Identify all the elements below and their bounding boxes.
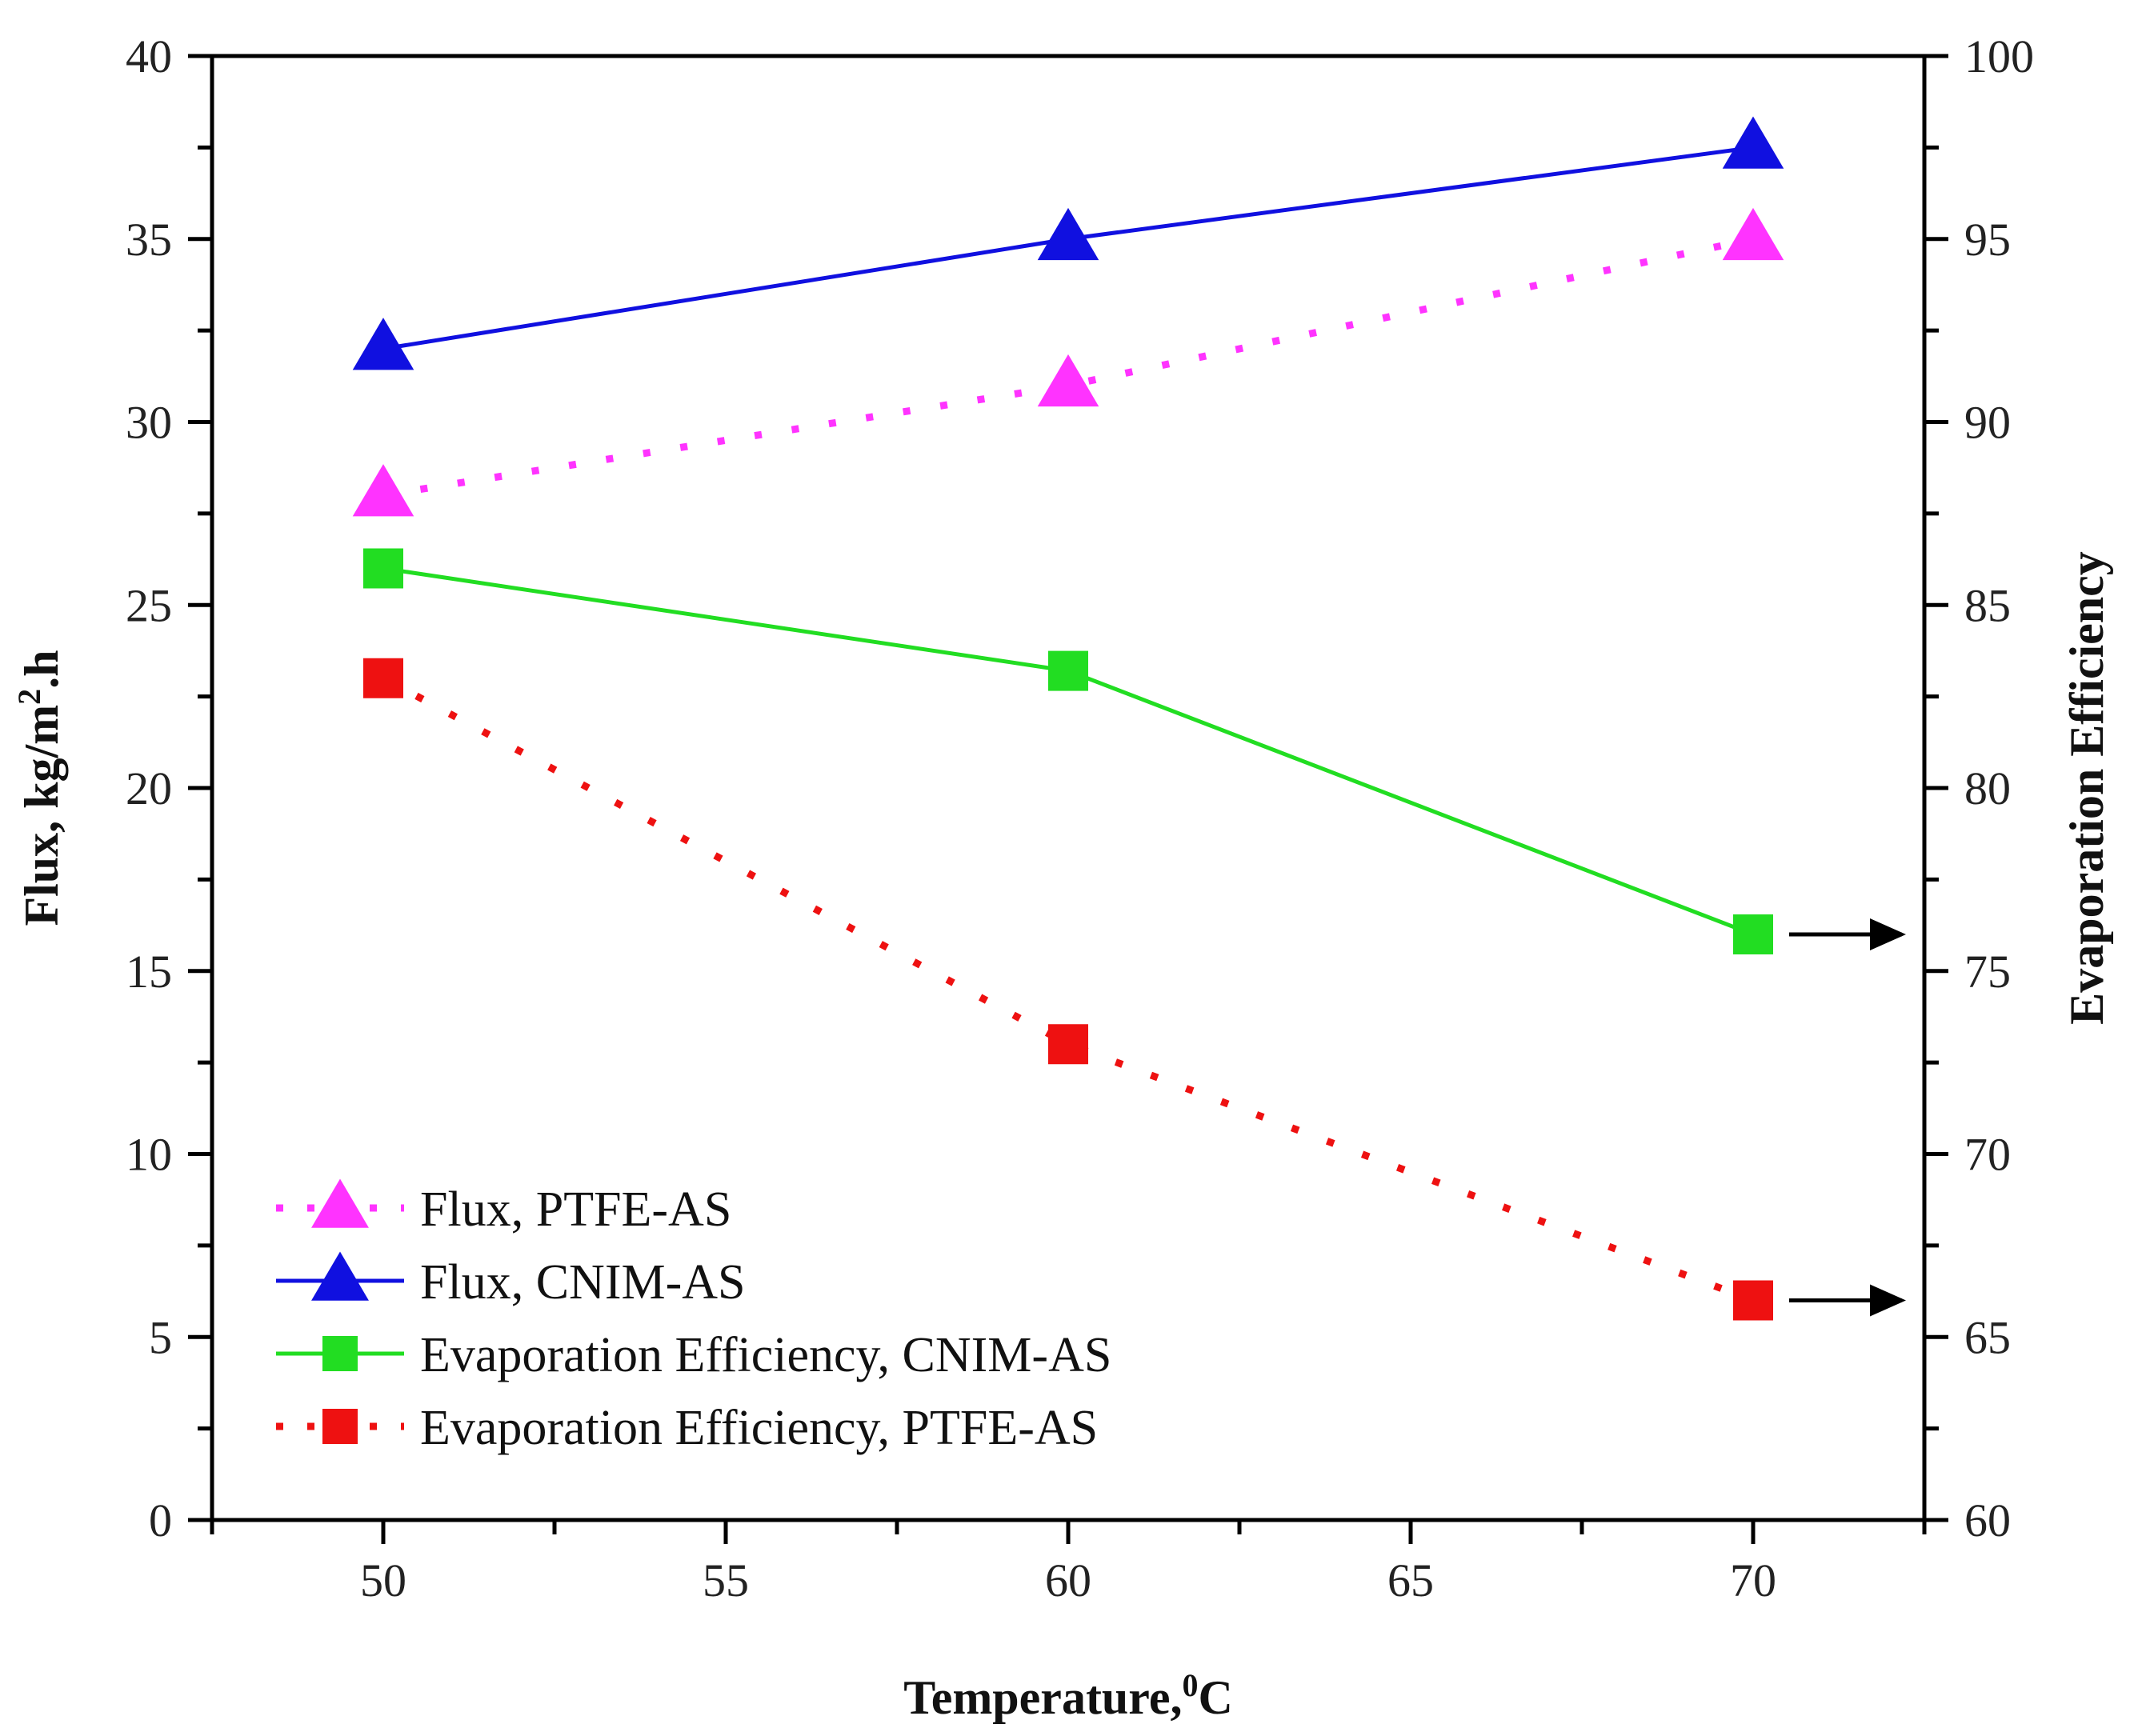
data-point-evaporation-efficiency-ptfe-as-60	[1048, 1024, 1088, 1065]
y-left-axis-title-unit: .h	[15, 650, 68, 688]
y-left-tick-label: 25	[126, 579, 172, 631]
data-point-flux-cnim-as-70	[1722, 116, 1784, 169]
legend-label: Evaporation Efficiency, PTFE-AS	[420, 1401, 1098, 1455]
series-line-flux-ptfe-as	[382, 235, 1754, 499]
series-line-evaporation-efficiency-cnim-as	[382, 566, 1754, 937]
legend-item-evaporation-efficiency-ptfe-as: Evaporation Efficiency, PTFE-AS	[276, 1401, 1098, 1455]
y-left-tick-label: 10	[126, 1129, 172, 1181]
y-left-tick-label: 5	[149, 1311, 172, 1363]
y-left-tick-label: 40	[126, 30, 172, 82]
y-right-tick-label: 90	[1964, 397, 2011, 449]
y-right-tick-label: 80	[1964, 762, 2011, 814]
y-right-axis-title: Evaporation Efficiency	[2060, 551, 2113, 1025]
x-tick-label: 55	[703, 1554, 749, 1606]
data-point-flux-ptfe-as-50	[352, 464, 414, 517]
legend: Flux, PTFE-AS Flux, CNIM-AS Evaporation Ef…	[276, 1178, 1111, 1455]
legend-marker	[322, 1336, 358, 1371]
legend-marker	[322, 1409, 358, 1444]
y-right-ticks: 60 65 70 75 80 85 90 95 100	[1924, 30, 2034, 1546]
x-axis-title-text: Temperature,	[903, 1671, 1182, 1724]
y-left-axis-title: Flux, kg/m2.h	[11, 650, 68, 926]
y-left-tick-label: 0	[149, 1494, 172, 1546]
y-right-tick-label: 65	[1964, 1311, 2011, 1363]
data-point-evaporation-efficiency-ptfe-as-70	[1733, 1280, 1773, 1321]
y-left-axis-title-text: Flux, kg/m	[15, 705, 68, 926]
x-axis-title-unit: C	[1198, 1671, 1232, 1724]
x-axis-title: Temperature,0C	[903, 1667, 1233, 1724]
y-right-tick-label: 95	[1964, 214, 2011, 266]
data-point-evaporation-efficiency-cnim-as-50	[363, 548, 403, 589]
y-right-tick-label: 100	[1964, 30, 2034, 82]
series-markers	[352, 116, 1784, 1321]
x-tick-label: 50	[360, 1554, 406, 1606]
y-left-tick-label: 15	[126, 946, 172, 998]
data-point-evaporation-efficiency-cnim-as-60	[1048, 650, 1088, 691]
y-right-tick-label: 70	[1964, 1129, 2011, 1181]
legend-marker	[311, 1251, 369, 1301]
y-left-tick-label: 20	[126, 762, 172, 814]
y-left-tick-label: 35	[126, 214, 172, 266]
data-point-evaporation-efficiency-ptfe-as-50	[363, 658, 403, 698]
x-tick-label: 70	[1730, 1554, 1776, 1606]
data-point-flux-cnim-as-50	[352, 318, 414, 370]
y-left-ticks: 0 5 10 15 20 25 30 35 40	[126, 30, 212, 1546]
legend-label: Flux, CNIM-AS	[420, 1255, 746, 1310]
legend-item-flux-ptfe-as: Flux, PTFE-AS	[276, 1178, 731, 1237]
x-tick-label: 60	[1045, 1554, 1091, 1606]
data-point-flux-cnim-as-60	[1037, 207, 1099, 261]
y-left-tick-label: 30	[126, 397, 172, 449]
legend-marker	[311, 1178, 369, 1228]
legend-item-evaporation-efficiency-cnim-as: Evaporation Efficiency, CNIM-AS	[276, 1328, 1111, 1382]
x-tick-label: 65	[1387, 1554, 1434, 1606]
y-right-tick-label: 85	[1964, 579, 2011, 631]
y-left-axis-title-sup: 2	[11, 689, 47, 705]
x-ticks: 50 55 60 65 70	[210, 1520, 1927, 1606]
series-lines	[381, 145, 1755, 1304]
x-axis-title-sup: 0	[1182, 1667, 1198, 1703]
y-right-tick-label: 60	[1964, 1494, 2011, 1546]
y-right-tick-label: 75	[1964, 946, 2011, 998]
annotations	[1789, 918, 1906, 1317]
data-point-evaporation-efficiency-cnim-as-70	[1733, 914, 1773, 954]
data-point-flux-ptfe-as-60	[1037, 354, 1099, 407]
legend-label: Evaporation Efficiency, CNIM-AS	[420, 1328, 1111, 1382]
legend-label: Flux, PTFE-AS	[420, 1182, 731, 1237]
data-point-flux-ptfe-as-70	[1722, 207, 1784, 261]
legend-item-flux-cnim-as: Flux, CNIM-AS	[276, 1251, 746, 1310]
